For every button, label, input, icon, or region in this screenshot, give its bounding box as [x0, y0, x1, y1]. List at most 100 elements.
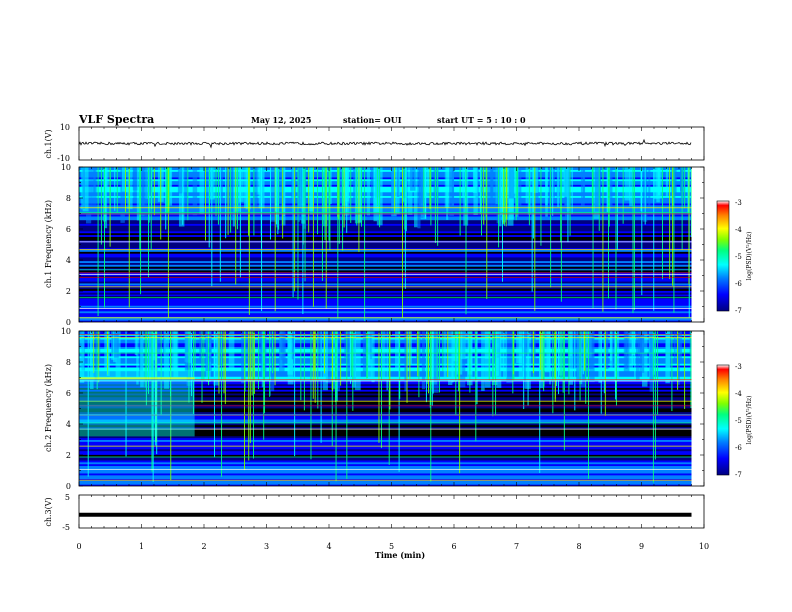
xtick-9: 9 [639, 542, 644, 551]
spectrogram-band [79, 223, 692, 226]
spectrogram-haze [228, 331, 235, 371]
spectrogram-haze [433, 167, 439, 201]
spectrogram-haze [329, 167, 332, 204]
spectrogram-streak [428, 331, 429, 394]
spectrogram-haze [665, 167, 669, 197]
spectrogram-streak [598, 167, 600, 231]
spectrogram-haze [192, 167, 198, 216]
spectrogram-haze [82, 167, 89, 212]
spectrogram-haze [217, 331, 224, 366]
spectrogram-band [79, 407, 692, 411]
spectrogram-streak [603, 331, 605, 394]
spectrogram-band [79, 219, 692, 223]
spectrogram-streak [214, 331, 215, 458]
spectrogram-haze [407, 167, 413, 215]
spectrogram-band [79, 169, 692, 172]
spectrogram-streak [568, 331, 570, 395]
spectrogram-streak [429, 167, 431, 209]
spectrogram-line [79, 207, 692, 209]
spectrogram-streak [455, 331, 457, 416]
spectrogram-haze [317, 331, 323, 366]
spectrogram-haze [346, 331, 352, 374]
spectrogram-streak [523, 331, 525, 410]
ch2-ytick-10: 10 [61, 327, 71, 336]
spectrogram-band [79, 243, 692, 247]
spectrogram-streak [100, 167, 102, 245]
spectrogram-streak [312, 331, 314, 399]
spectrogram-streak [342, 167, 344, 251]
spectrogram-haze [460, 331, 467, 360]
spectrogram-streak [253, 167, 255, 236]
spectrogram-streak [336, 331, 338, 402]
spectrogram-streak [217, 167, 219, 225]
spectrogram-haze [576, 331, 582, 381]
spectrogram-haze [121, 167, 127, 192]
spectrogram-band [79, 452, 692, 455]
spectrogram-band [79, 281, 692, 284]
spectrogram-band [79, 217, 692, 221]
spectrogram-streak [476, 331, 478, 405]
spectrogram-band [79, 394, 692, 398]
spectrogram-streak [109, 167, 111, 213]
spectrogram-haze [419, 167, 423, 213]
spectrogram-streak [263, 331, 265, 440]
spectrogram-band [79, 251, 692, 254]
spectrogram-streak [269, 331, 271, 397]
spectrogram-haze [371, 331, 375, 383]
spectrogram-streak [616, 167, 618, 250]
spectrogram-haze [91, 167, 97, 206]
xtick-6: 6 [451, 542, 456, 551]
spectrogram-line [79, 456, 692, 458]
spectrogram-haze [140, 331, 144, 388]
spectrogram-streak [563, 331, 565, 451]
xtick-10: 10 [699, 542, 709, 551]
spectrogram-haze [449, 167, 454, 216]
spectrogram-haze [525, 167, 528, 204]
spectrogram-band [79, 189, 692, 193]
spectrogram-band [79, 383, 692, 387]
spectrogram-band [79, 193, 692, 197]
spectrogram-haze [291, 331, 295, 360]
spectrogram-streak [459, 331, 461, 474]
spectrogram-streak [532, 331, 534, 374]
spectrogram-haze [404, 331, 407, 392]
spectrogram-haze [140, 167, 145, 217]
spectrogram-band [79, 476, 692, 480]
spectrogram-streak [608, 167, 610, 227]
spectrogram-streak [475, 331, 477, 442]
spectrogram-band [79, 288, 692, 291]
spectrogram-streak [442, 331, 444, 372]
spectrogram-line [79, 468, 692, 470]
spectrogram-streak [324, 167, 326, 241]
spectrogram-streak [386, 331, 388, 391]
spectrogram-streak [257, 331, 259, 390]
spectrogram-streak [274, 331, 276, 386]
spectrogram-streak [104, 167, 105, 308]
spectrogram-streak [549, 331, 551, 385]
spectrogram-streak [125, 167, 126, 212]
ch1-ytick-top: 10 [60, 123, 70, 132]
spectrogram-band [79, 471, 692, 474]
spectrogram-haze [391, 167, 397, 217]
spectrogram-haze [491, 167, 497, 213]
spectrogram-streak [677, 331, 679, 390]
spectrogram-band [79, 286, 692, 290]
spectrogram-streak [303, 331, 305, 411]
spectrogram-line [79, 286, 692, 288]
spectrogram-streak [218, 331, 220, 394]
spectrogram-early-block [79, 369, 195, 437]
spectrogram-streak [96, 331, 98, 390]
spectrogram-streak [209, 167, 210, 214]
spectrogram-haze [370, 167, 374, 199]
spectrogram-red-trace [79, 334, 692, 335]
spectrogram-band [79, 308, 692, 312]
spectrogram-haze [337, 167, 343, 204]
spectrogram-streak [193, 331, 194, 414]
spectrogram-band [79, 230, 692, 234]
spectrogram-streak [224, 331, 226, 405]
spectrogram-band [79, 253, 692, 256]
spectrogram-haze [496, 331, 502, 388]
spectrogram-haze [461, 167, 465, 198]
spectrogram-streak [437, 167, 439, 246]
spectrogram-streak [237, 167, 238, 230]
